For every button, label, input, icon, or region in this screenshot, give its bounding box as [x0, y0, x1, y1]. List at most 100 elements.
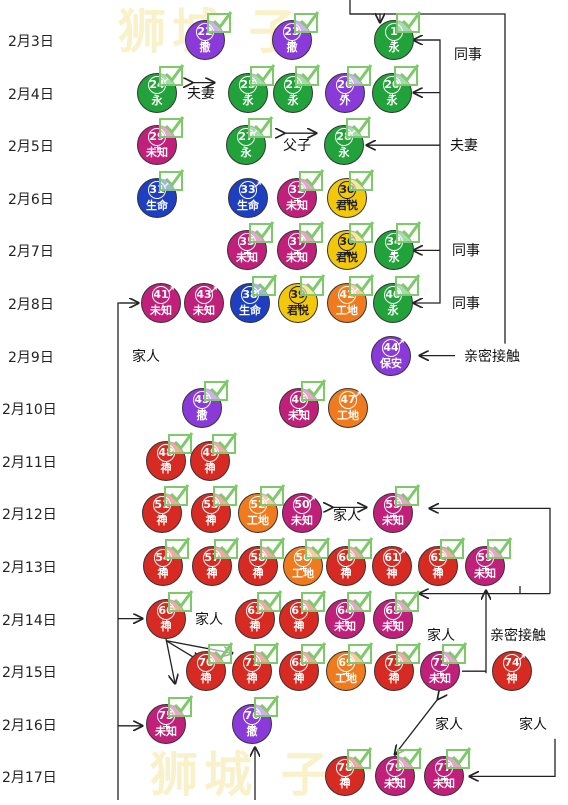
date-label: 2月10日: [2, 402, 57, 419]
case-cluster-label: 神: [388, 672, 400, 686]
recovered-check-icon: [248, 116, 274, 139]
case-node: ↗ 43 未知: [184, 283, 224, 323]
female-symbol-cross: [159, 515, 166, 517]
male-symbol-icon: [152, 286, 170, 304]
recovered-check-icon: [395, 274, 421, 296]
recovered-check-icon: [305, 537, 331, 559]
male-symbol-arrow: ↗: [166, 285, 175, 296]
female-symbol-cross: [391, 673, 398, 675]
recovered-check-icon: [396, 642, 422, 665]
case-cluster-label: 神: [432, 567, 444, 580]
case-cluster-label: 未知: [286, 198, 308, 212]
female-symbol-cross: [296, 620, 303, 622]
male-symbol-arrow: ↗: [253, 179, 262, 191]
case-cluster-label: 神: [386, 567, 398, 580]
female-symbol-cross: [244, 252, 251, 254]
case-cluster-label: 神: [206, 567, 218, 580]
recovered-check-icon: [487, 537, 513, 559]
case-cluster-label: 神: [293, 672, 305, 686]
case-node: ↗ 61 神: [372, 546, 412, 586]
recovered-check-icon: [301, 642, 327, 665]
case-cluster-label: 未知: [288, 409, 310, 423]
recovered-check-icon: [257, 589, 283, 612]
male-symbol-arrow: ↗: [517, 653, 526, 665]
label-jiaren-5: 家人: [435, 716, 463, 733]
family-arrow-line: [395, 699, 438, 755]
case-cluster-label: 神: [293, 619, 305, 633]
case-node: ↗ 44 保安: [371, 335, 411, 376]
case-number: 1: [390, 25, 398, 38]
recovered-check-icon: [299, 168, 325, 191]
recovered-check-icon: [346, 116, 372, 139]
family-link-line: [165, 638, 175, 684]
male-symbol-arrow: ↗: [396, 337, 405, 349]
female-symbol-cross: [207, 462, 214, 465]
recovered-check-icon: [164, 484, 190, 507]
recovered-check-icon: [249, 221, 275, 244]
female-symbol-cross: [252, 620, 259, 622]
recovered-check-icon: [159, 63, 185, 86]
recovered-check-icon: [295, 63, 321, 86]
case-cluster-label: 未知: [286, 251, 308, 265]
date-label: 2月14日: [2, 612, 57, 629]
case-cluster-label: 神: [160, 461, 172, 475]
male-symbol-icon: [239, 180, 257, 199]
case-node: ↗ 33 生命: [228, 177, 268, 218]
female-symbol-cross: [390, 305, 397, 307]
male-symbol-icon: [293, 496, 311, 515]
case-cluster-label: 永: [242, 93, 254, 107]
label-tongshi-2: 同事: [452, 243, 480, 260]
date-label: 2月17日: [2, 770, 57, 787]
case-cluster-label: 永: [387, 304, 399, 317]
label-fuzi: 父子: [283, 138, 311, 155]
date-label: 2月3日: [8, 34, 54, 50]
label-qinmi-1: 亲密接触: [464, 348, 520, 365]
recovered-check-icon: [165, 537, 191, 559]
recovered-check-icon: [159, 168, 185, 191]
case-node: 34 永: [374, 230, 414, 271]
female-symbol-cross: [245, 94, 252, 96]
case-cluster-label: 神: [246, 672, 258, 686]
recovered-check-icon: [349, 168, 375, 191]
female-symbol-cross: [482, 568, 489, 570]
case-cluster-label: 未知: [384, 777, 406, 791]
recovered-check-icon: [212, 431, 238, 454]
case-number: 44: [383, 340, 399, 354]
recovered-check-icon: [254, 642, 280, 665]
case-node: 64 未知: [325, 598, 365, 639]
male-symbol-arrow: ↗: [307, 495, 316, 507]
male-symbol-icon: [339, 391, 357, 410]
female-symbol-cross: [163, 620, 170, 622]
case-cluster-label: 未知: [236, 251, 258, 265]
recovered-check-icon: [442, 642, 468, 665]
recovered-check-icon: [348, 642, 374, 665]
case-cluster-label: 永: [240, 146, 252, 160]
male-symbol-icon: [382, 338, 400, 357]
recovered-check-icon: [301, 589, 327, 612]
recovered-check-icon: [396, 11, 422, 33]
case-cluster-label: 神: [340, 567, 352, 580]
recovered-check-icon: [446, 747, 472, 770]
recovered-check-icon: [397, 747, 423, 770]
female-symbol-cross: [391, 252, 398, 254]
case-cluster-label: 永: [388, 251, 400, 265]
date-label: 2月13日: [2, 560, 57, 576]
date-label: 2月11日: [2, 454, 57, 471]
case-cluster-label: 君悦: [336, 198, 358, 212]
label-jiaren-4: 家人: [427, 627, 455, 644]
case-cluster-label: 生命: [146, 198, 168, 212]
female-symbol-cross: [344, 199, 351, 202]
case-cluster-label: 神: [160, 619, 172, 633]
female-symbol-cross: [154, 147, 161, 149]
case-cluster-label: 未知: [382, 514, 404, 528]
case-cluster-label: 未知: [474, 567, 496, 580]
recovered-check-icon: [394, 63, 420, 86]
case-cluster-label: 工地: [336, 304, 358, 317]
label-fuqi-1: 夫妻: [187, 85, 215, 102]
label-jiaren-3: 家人: [195, 611, 223, 628]
date-label: 2月9日: [8, 349, 54, 366]
case-node: 53 神: [191, 493, 231, 534]
recovered-check-icon: [252, 274, 278, 296]
